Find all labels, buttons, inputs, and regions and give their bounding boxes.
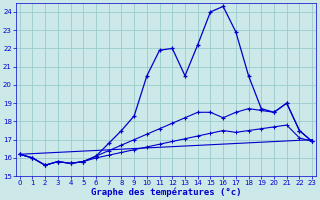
X-axis label: Graphe des températures (°c): Graphe des températures (°c) bbox=[91, 188, 241, 197]
